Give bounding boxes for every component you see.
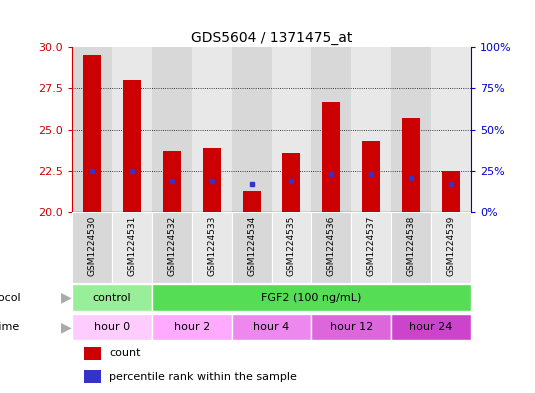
Text: hour 24: hour 24 [409,322,453,332]
Bar [311,314,391,340]
Text: FGF2 (100 ng/mL): FGF2 (100 ng/mL) [261,293,362,303]
Text: time: time [0,322,20,332]
Text: ▶: ▶ [61,291,72,305]
Bar [152,285,471,311]
Bar [311,212,351,283]
Bar [83,55,101,212]
Bar [391,314,471,340]
Bar [232,314,311,340]
Bar [311,47,351,212]
Text: hour 4: hour 4 [254,322,289,332]
Bar [192,47,232,212]
Bar [72,212,112,283]
Text: control: control [93,293,132,303]
Bar [351,212,391,283]
Bar [163,151,181,212]
Text: count: count [109,348,140,358]
Bar [272,47,311,212]
Bar [272,212,311,283]
Text: hour 2: hour 2 [174,322,210,332]
Text: percentile rank within the sample: percentile rank within the sample [109,372,297,382]
Bar [72,47,112,212]
Text: GSM1224539: GSM1224539 [446,216,455,276]
Text: GSM1224533: GSM1224533 [207,216,216,276]
Bar [84,347,101,360]
Bar [84,370,101,384]
Bar [152,212,192,283]
Bar [391,212,431,283]
Bar [431,212,471,283]
Bar [232,212,271,283]
Bar [391,47,431,212]
Bar [322,102,340,212]
Bar [232,47,271,212]
Text: GSM1224530: GSM1224530 [88,216,97,276]
Text: GSM1224536: GSM1224536 [327,216,336,276]
Bar [123,80,141,212]
Bar [112,47,152,212]
Text: growth protocol: growth protocol [0,293,20,303]
Text: ▶: ▶ [61,320,72,334]
Title: GDS5604 / 1371475_at: GDS5604 / 1371475_at [191,31,352,45]
Bar [203,148,221,212]
Bar [242,191,261,212]
Bar [442,171,460,212]
Bar [152,314,232,340]
Bar [72,314,152,340]
Text: GSM1224535: GSM1224535 [287,216,296,276]
Bar [402,118,420,212]
Text: GSM1224537: GSM1224537 [366,216,376,276]
Bar [112,212,152,283]
Bar [362,141,380,212]
Text: GSM1224531: GSM1224531 [127,216,136,276]
Text: GSM1224534: GSM1224534 [247,216,256,276]
Text: hour 12: hour 12 [330,322,373,332]
Bar [152,47,192,212]
Text: GSM1224538: GSM1224538 [407,216,416,276]
Bar [351,47,391,212]
Bar [431,47,471,212]
Text: hour 0: hour 0 [94,322,130,332]
Text: GSM1224532: GSM1224532 [167,216,177,276]
Bar [72,285,152,311]
Bar [282,153,301,212]
Bar [192,212,232,283]
